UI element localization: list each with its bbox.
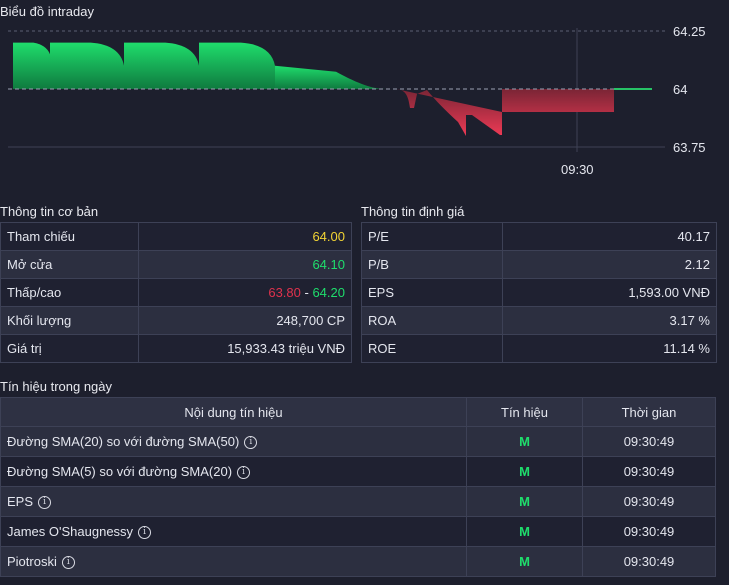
signal-value: M bbox=[466, 516, 583, 547]
signal-time: 09:30:49 bbox=[582, 516, 716, 547]
valuation-value: 11.14 % bbox=[502, 334, 717, 363]
area-up-segment bbox=[13, 42, 50, 89]
info-icon[interactable]: i bbox=[244, 436, 258, 450]
valuation-value: 3.17 % bbox=[502, 306, 717, 335]
signal-content-text: EPS bbox=[7, 493, 34, 509]
basic-value: 248,700 CP bbox=[138, 306, 352, 335]
table-row: Giá trị 15,933.43 triệu VNĐ bbox=[0, 334, 352, 363]
area-up-segment bbox=[275, 65, 386, 89]
signal-content-text: Đường SMA(20) so với đường SMA(50) bbox=[7, 433, 240, 449]
x-tick-label: 09:30 bbox=[561, 162, 594, 177]
signal-value: M bbox=[466, 456, 583, 487]
signal-content: EPS i bbox=[0, 486, 467, 517]
info-icon[interactable]: i bbox=[138, 526, 152, 540]
valuation-label: ROE bbox=[361, 334, 503, 363]
signal-content: Đường SMA(20) so với đường SMA(50) i bbox=[0, 426, 467, 457]
signals-table: Nội dung tín hiệu Tín hiệu Thời gian Đườ… bbox=[0, 397, 716, 577]
valuation-info-table: P/E 40.17 P/B 2.12 EPS 1,593.00 VNĐ ROA … bbox=[361, 222, 717, 363]
signal-time: 09:30:49 bbox=[582, 486, 716, 517]
area-up-segment bbox=[199, 42, 275, 89]
y-tick-label: 64.25 bbox=[673, 24, 706, 39]
signal-time: 09:30:49 bbox=[582, 546, 716, 577]
table-row: Piotroski i M 09:30:49 bbox=[0, 546, 716, 577]
table-row: Thấp/cao 63.80 - 64.20 bbox=[0, 278, 352, 307]
signal-content-text: James O'Shaugnessy bbox=[7, 523, 134, 539]
valuation-info-title: Thông tin định giá bbox=[361, 204, 465, 219]
basic-value: 63.80 - 64.20 bbox=[138, 278, 352, 307]
basic-label: Giá trị bbox=[0, 334, 139, 363]
table-row: P/B 2.12 bbox=[361, 250, 717, 279]
valuation-label: P/B bbox=[361, 250, 503, 279]
basic-info-title: Thông tin cơ bản bbox=[0, 204, 99, 219]
signal-value: M bbox=[466, 546, 583, 577]
table-row: Tham chiếu 64.00 bbox=[0, 222, 352, 251]
info-icon[interactable]: i bbox=[237, 466, 251, 480]
info-icon[interactable]: i bbox=[61, 556, 75, 570]
valuation-label: ROA bbox=[361, 306, 503, 335]
high-price: 64.20 bbox=[312, 285, 345, 300]
basic-label: Tham chiếu bbox=[0, 222, 139, 251]
signal-content: Piotroski i bbox=[0, 546, 467, 577]
signal-time: 09:30:49 bbox=[582, 426, 716, 457]
header-time: Thời gian bbox=[582, 397, 716, 427]
basic-value: 64.00 bbox=[138, 222, 352, 251]
basic-info-table: Tham chiếu 64.00 Mở cửa 64.10 Thấp/cao 6… bbox=[0, 222, 352, 363]
area-up-segment bbox=[124, 42, 199, 89]
valuation-label: P/E bbox=[361, 222, 503, 251]
table-row: Đường SMA(5) so với đường SMA(20) i M 09:… bbox=[0, 456, 716, 487]
y-tick-label: 64 bbox=[673, 82, 687, 97]
signal-value: M bbox=[466, 486, 583, 517]
table-row: EPS i M 09:30:49 bbox=[0, 486, 716, 517]
chart-title: Biểu đồ intraday bbox=[0, 4, 94, 19]
signal-time: 09:30:49 bbox=[582, 456, 716, 487]
signals-header-row: Nội dung tín hiệu Tín hiệu Thời gian bbox=[0, 397, 716, 427]
signal-value: M bbox=[466, 426, 583, 457]
basic-value: 15,933.43 triệu VNĐ bbox=[138, 334, 352, 363]
valuation-value: 40.17 bbox=[502, 222, 717, 251]
area-down bbox=[396, 89, 614, 136]
signal-content-text: Piotroski bbox=[7, 553, 57, 569]
table-row: P/E 40.17 bbox=[361, 222, 717, 251]
valuation-value: 1,593.00 VNĐ bbox=[502, 278, 717, 307]
table-row: ROE 11.14 % bbox=[361, 334, 717, 363]
basic-value: 64.10 bbox=[138, 250, 352, 279]
info-icon[interactable]: i bbox=[38, 496, 52, 510]
table-row: Đường SMA(20) so với đường SMA(50) i M 09… bbox=[0, 426, 716, 457]
table-row: ROA 3.17 % bbox=[361, 306, 717, 335]
table-row: Mở cửa 64.10 bbox=[0, 250, 352, 279]
signals-title: Tín hiệu trong ngày bbox=[0, 379, 113, 394]
signal-content: Đường SMA(5) so với đường SMA(20) i bbox=[0, 456, 467, 487]
intraday-chart[interactable]: 64.25 64 63.75 09:30 bbox=[0, 20, 729, 190]
valuation-value: 2.12 bbox=[502, 250, 717, 279]
table-row: Khối lượng 248,700 CP bbox=[0, 306, 352, 335]
signal-content-text: Đường SMA(5) so với đường SMA(20) bbox=[7, 463, 233, 479]
table-row: James O'Shaugnessy i M 09:30:49 bbox=[0, 516, 716, 547]
price-separator: - bbox=[300, 285, 313, 300]
y-tick-label: 63.75 bbox=[673, 140, 706, 155]
valuation-label: EPS bbox=[361, 278, 503, 307]
basic-label: Khối lượng bbox=[0, 306, 139, 335]
area-up bbox=[13, 42, 386, 89]
table-row: EPS 1,593.00 VNĐ bbox=[361, 278, 717, 307]
basic-label: Thấp/cao bbox=[0, 278, 139, 307]
low-price: 63.80 bbox=[268, 285, 301, 300]
header-content: Nội dung tín hiệu bbox=[0, 397, 467, 427]
basic-label: Mở cửa bbox=[0, 250, 139, 279]
area-up-segment bbox=[50, 42, 124, 89]
signal-content: James O'Shaugnessy i bbox=[0, 516, 467, 547]
header-signal: Tín hiệu bbox=[466, 397, 583, 427]
